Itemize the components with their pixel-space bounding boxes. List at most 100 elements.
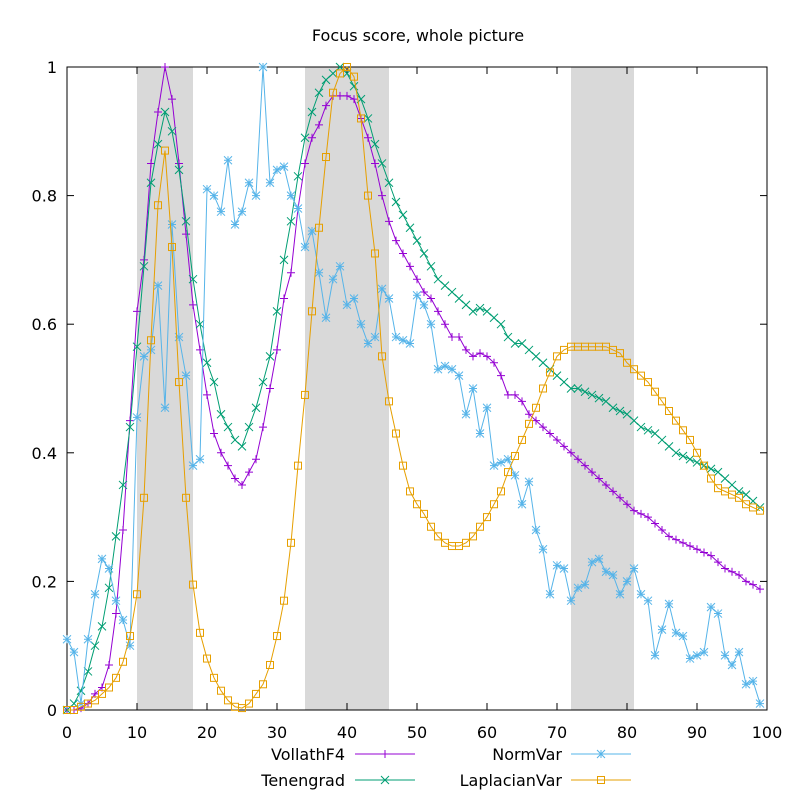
data-point-vollathf4 xyxy=(385,217,393,226)
data-point-normvar xyxy=(545,589,555,599)
data-point-normvar xyxy=(748,676,758,686)
data-point-tenengrad xyxy=(475,303,485,313)
data-point-vollathf4 xyxy=(273,345,281,354)
data-point-normvar xyxy=(230,220,240,229)
data-point-normvar xyxy=(62,634,72,644)
data-point-normvar xyxy=(496,458,506,467)
data-point-vollathf4 xyxy=(532,416,540,425)
data-point-tenengrad xyxy=(160,107,170,117)
data-point-vollathf4 xyxy=(665,532,673,541)
shaded-region-3 xyxy=(571,67,634,710)
data-point-vollathf4 xyxy=(644,513,652,522)
y-tick-label: 0.4 xyxy=(32,444,57,463)
x-tick-label: 50 xyxy=(407,723,427,742)
data-point-normvar xyxy=(272,165,282,175)
data-point-normvar xyxy=(741,679,751,689)
chart-title: Focus score, whole picture xyxy=(312,26,524,45)
data-point-vollathf4 xyxy=(462,345,470,354)
data-point-normvar xyxy=(475,429,485,438)
data-point-vollathf4 xyxy=(308,133,316,142)
data-point-vollathf4 xyxy=(609,487,617,496)
data-point-vollathf4 xyxy=(497,371,505,380)
data-point-normvar xyxy=(650,650,660,660)
data-point-normvar xyxy=(202,184,212,194)
data-point-normvar xyxy=(251,191,261,200)
data-point-tenengrad xyxy=(384,178,394,188)
data-point-tenengrad xyxy=(664,442,674,451)
data-point-laplacianvar xyxy=(196,628,204,637)
data-point-vollathf4 xyxy=(259,423,267,432)
data-point-vollathf4 xyxy=(322,101,330,110)
data-point-normvar xyxy=(461,409,471,419)
data-point-laplacianvar xyxy=(252,689,260,698)
data-point-tenengrad xyxy=(622,409,632,419)
data-point-normvar xyxy=(216,207,226,217)
data-point-laplacianvar xyxy=(119,657,127,666)
data-point-normvar xyxy=(167,220,177,229)
data-point-tenengrad xyxy=(706,464,716,474)
data-point-laplacianvar xyxy=(238,704,246,713)
data-point-normvar xyxy=(426,319,436,329)
data-point-vollathf4 xyxy=(756,585,764,594)
data-point-normvar xyxy=(265,178,275,188)
data-point-normvar xyxy=(363,339,373,348)
data-point-normvar xyxy=(104,564,114,573)
legend-marker-laplacianvar xyxy=(597,776,605,784)
data-point-normvar xyxy=(314,268,324,278)
data-point-normvar xyxy=(90,589,100,599)
data-point-laplacianvar xyxy=(693,448,701,457)
data-point-tenengrad xyxy=(678,451,688,461)
data-point-vollathf4 xyxy=(546,429,554,438)
x-tick-label: 0 xyxy=(62,723,72,742)
data-point-normvar xyxy=(468,384,478,393)
data-point-laplacianvar xyxy=(105,683,113,692)
data-point-tenengrad xyxy=(174,165,184,175)
data-point-laplacianvar xyxy=(469,532,477,541)
data-point-tenengrad xyxy=(251,403,261,413)
x-tick-label: 20 xyxy=(197,723,217,742)
data-point-vollathf4 xyxy=(602,480,610,489)
data-point-normvar xyxy=(125,641,135,651)
data-point-normvar xyxy=(482,403,492,413)
data-point-normvar xyxy=(377,284,387,294)
data-point-tenengrad xyxy=(468,306,478,316)
data-point-laplacianvar xyxy=(273,632,281,641)
data-point-vollathf4 xyxy=(567,448,575,457)
data-point-normvar xyxy=(328,274,338,284)
data-point-vollathf4 xyxy=(182,230,190,239)
data-point-vollathf4 xyxy=(616,493,624,502)
data-point-laplacianvar xyxy=(504,468,512,477)
data-point-normvar xyxy=(678,631,688,641)
data-point-tenengrad xyxy=(573,384,583,393)
data-point-normvar xyxy=(209,191,219,200)
data-point-tenengrad xyxy=(741,490,751,499)
data-point-vollathf4 xyxy=(224,461,232,470)
data-point-vollathf4 xyxy=(476,349,484,358)
x-tick-label: 10 xyxy=(127,723,147,742)
data-point-laplacianvar xyxy=(217,686,225,695)
data-point-normvar xyxy=(188,461,198,471)
data-point-vollathf4 xyxy=(441,320,449,329)
data-point-tenengrad xyxy=(328,69,338,78)
x-tick-label: 30 xyxy=(267,723,287,742)
data-point-vollathf4 xyxy=(686,542,694,551)
data-point-normvar xyxy=(664,599,674,609)
legend: VollathF4 Tenengrad NormVar LaplacianVar xyxy=(260,745,631,790)
data-point-laplacianvar xyxy=(301,390,309,399)
data-point-vollathf4 xyxy=(189,300,197,309)
data-point-laplacianvar xyxy=(343,63,351,71)
data-point-tenengrad xyxy=(188,274,198,284)
data-point-tenengrad xyxy=(349,81,359,91)
data-point-normvar xyxy=(594,554,604,564)
data-point-vollathf4 xyxy=(693,545,701,554)
data-point-tenengrad xyxy=(132,342,142,352)
data-point-laplacianvar xyxy=(161,146,169,155)
data-point-normvar xyxy=(447,364,457,374)
data-point-tenengrad xyxy=(426,261,436,271)
data-point-normvar xyxy=(258,62,268,72)
data-point-laplacianvar xyxy=(175,378,183,387)
data-point-normvar xyxy=(573,583,583,593)
data-point-laplacianvar xyxy=(210,673,218,682)
data-point-vollathf4 xyxy=(399,249,407,258)
data-point-vollathf4 xyxy=(511,390,519,399)
